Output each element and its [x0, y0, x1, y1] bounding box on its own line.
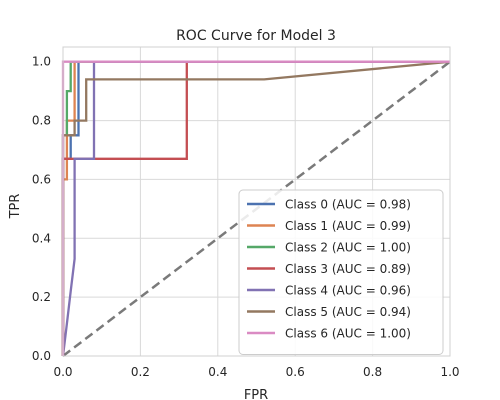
plot-frame: [62, 46, 451, 357]
y-tick-label: 0.8: [32, 114, 51, 128]
legend-box: [238, 189, 444, 355]
y-tick-label: 0.0: [32, 349, 51, 363]
chart-title: ROC Curve for Model 3: [176, 28, 336, 44]
x-tick-label: 1.0: [440, 365, 459, 379]
y-tick-label: 0.4: [32, 231, 51, 245]
legend-entry: Class 6 (AUC = 1.00): [285, 327, 411, 341]
x-tick-label: 0.4: [208, 365, 227, 379]
x-tick-label: 0.2: [131, 365, 150, 379]
legend-entry: Class 1 (AUC = 0.99): [285, 219, 411, 233]
tick-labels: 0.0 0.2 0.4 0.6 0.8 1.0 0.0 0.2 0.4 0.6 0.8 1.0: [32, 55, 460, 379]
y-tick-label: 0.2: [32, 290, 51, 304]
x-tick-label: 0.6: [286, 365, 305, 379]
legend-entry: Class 3 (AUC = 0.89): [285, 262, 411, 276]
y-tick-label: 0.6: [32, 172, 51, 186]
series-line-class-5: [61, 60, 451, 356]
x-tick-label: 0.8: [363, 365, 382, 379]
legend: Class 0 (AUC = 0.98) Class 1 (AUC = 0.99)…: [238, 189, 444, 355]
grid: [62, 47, 451, 357]
legend-entry: Class 0 (AUC = 0.98): [285, 198, 411, 212]
x-tick-label: 0.0: [53, 365, 72, 379]
legend-entry: Class 4 (AUC = 0.96): [285, 284, 411, 298]
legend-entry: Class 5 (AUC = 0.94): [285, 305, 411, 319]
series-line-class-4: [61, 60, 450, 357]
y-axis-label: TPR: [8, 194, 23, 220]
y-tick-label: 1.0: [32, 55, 51, 69]
x-axis-label: FPR: [244, 388, 268, 400]
legend-entry: Class 2 (AUC = 1.00): [285, 241, 411, 255]
